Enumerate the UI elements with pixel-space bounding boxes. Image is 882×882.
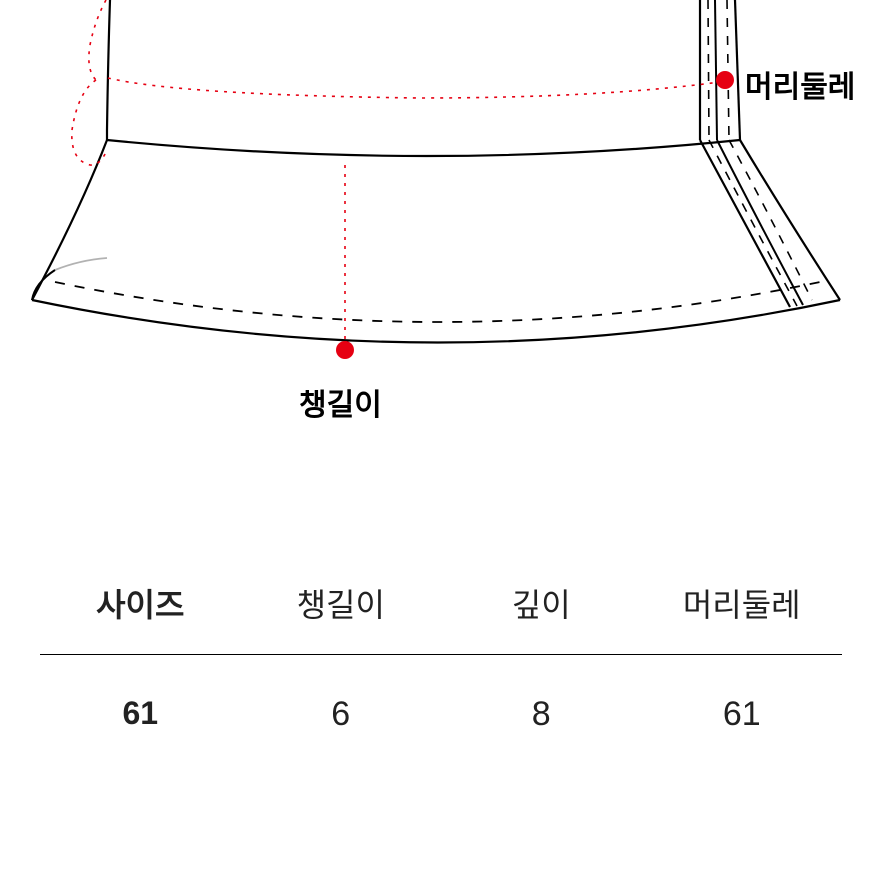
table-header-row: 사이즈 챙길이 깊이 머리둘레	[40, 580, 842, 655]
cell-depth: 8	[441, 695, 642, 734]
col-size: 사이즈	[40, 580, 241, 626]
col-depth: 깊이	[441, 580, 642, 626]
cell-size: 61	[40, 695, 241, 734]
col-head: 머리둘레	[642, 580, 843, 626]
hat-diagram: 머리둘레 챙길이	[0, 0, 882, 500]
cell-head: 61	[642, 695, 843, 734]
label-head-circumference: 머리둘레	[745, 62, 855, 106]
col-brim: 챙길이	[241, 580, 442, 626]
label-brim-length: 챙길이	[299, 380, 382, 424]
table-row: 61 6 8 61	[40, 655, 842, 734]
size-table: 사이즈 챙길이 깊이 머리둘레 61 6 8 61	[40, 580, 842, 734]
cell-brim: 6	[241, 695, 442, 734]
